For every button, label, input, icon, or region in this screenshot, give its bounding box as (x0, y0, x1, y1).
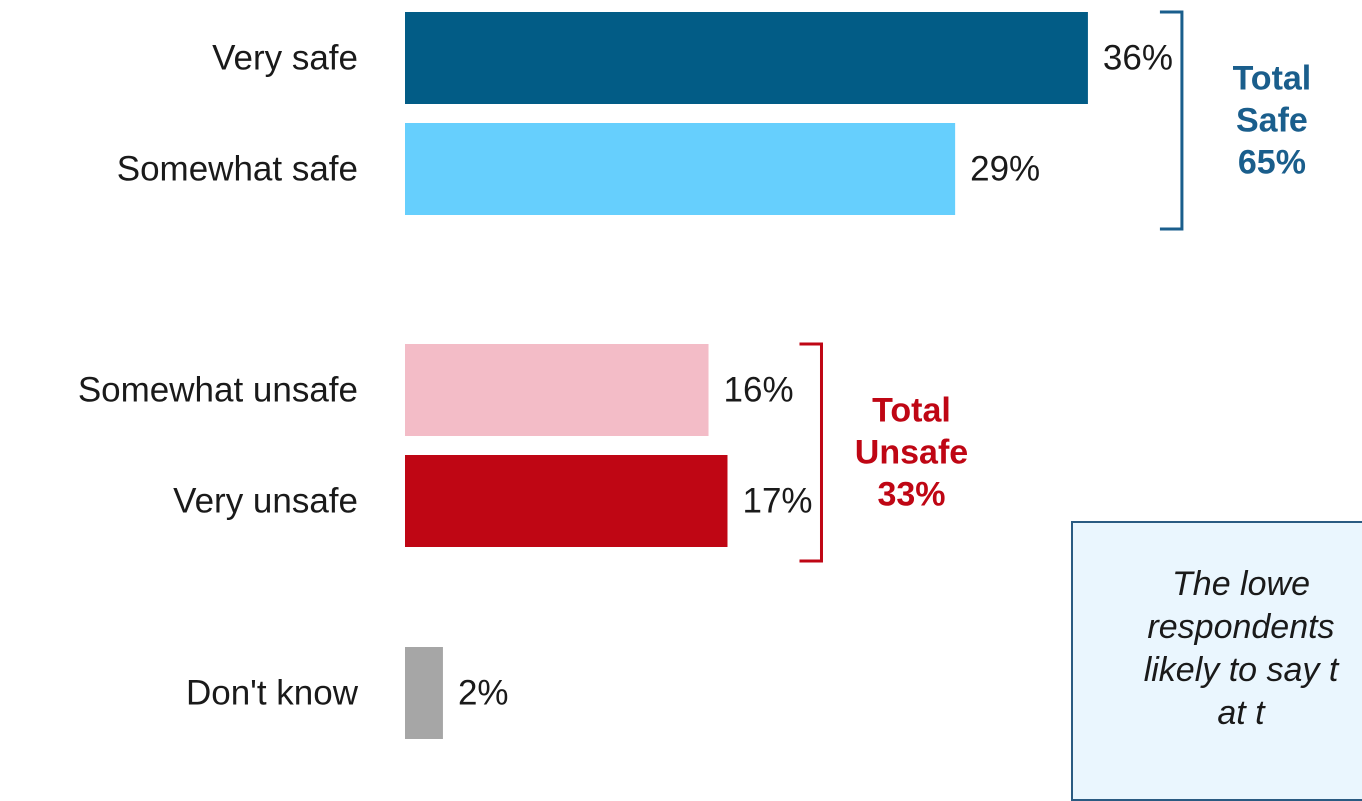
bar-somewhat-unsafe (405, 344, 709, 436)
category-label: Somewhat safe (117, 150, 358, 189)
category-label: Somewhat unsafe (78, 371, 358, 410)
callout-box: The lowe respondents likely to say t at … (1071, 521, 1362, 801)
group-label: Safe (1236, 102, 1308, 140)
callout-line: likely to say t (1143, 651, 1339, 689)
bar-very-safe (405, 12, 1088, 104)
value-label: 17% (742, 482, 812, 521)
category-label: Don't know (186, 674, 359, 713)
group-label: 33% (877, 476, 945, 514)
group-label: Total (1233, 60, 1312, 98)
category-label: Very safe (212, 39, 358, 78)
bar-chart: Very safe 36% Somewhat safe 29% Somewhat uns… (78, 10, 1312, 739)
value-label: 29% (970, 150, 1040, 189)
group-bracket (1159, 10, 1184, 231)
value-label: 16% (724, 371, 794, 410)
bar-somewhat-safe (405, 123, 956, 215)
callout-line: respondents (1147, 608, 1335, 646)
value-label: 2% (458, 674, 509, 713)
category-label: Very unsafe (173, 482, 358, 521)
callout-line: at t (1217, 694, 1265, 732)
group-bracket (799, 342, 823, 563)
bar-very-unsafe (405, 455, 728, 547)
value-label: 36% (1103, 39, 1173, 78)
group-label: 65% (1238, 144, 1306, 182)
callout-line: The lowe (1172, 565, 1310, 603)
group-label: Unsafe (855, 434, 968, 472)
callout-text: The lowe respondents likely to say t at … (1081, 563, 1362, 735)
group-label: Total (872, 392, 951, 430)
bar-don-t-know (405, 647, 443, 739)
